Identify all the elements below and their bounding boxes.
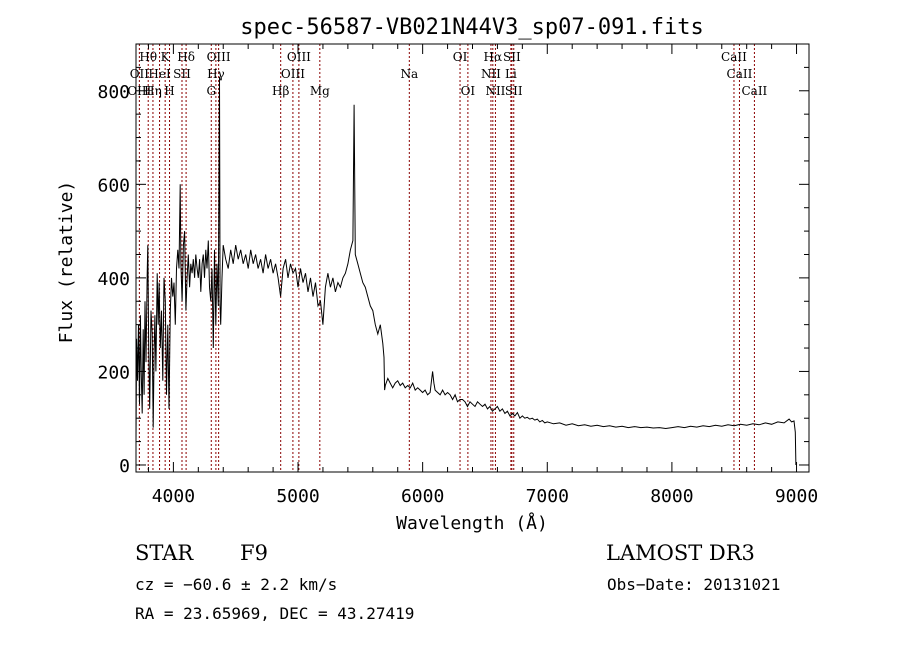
- x-tick-label: 8000: [650, 486, 693, 507]
- survey-name: LAMOST DR3: [606, 541, 755, 565]
- line-label: Na: [400, 67, 418, 81]
- line-label: SII: [173, 67, 191, 81]
- x-tick-label: 4000: [152, 486, 195, 507]
- line-label: Hδ: [177, 50, 195, 64]
- line-label: OIII: [207, 50, 231, 64]
- line-label: OII: [130, 67, 150, 81]
- x-tick-label: 9000: [775, 486, 818, 507]
- object-class: STAR: [135, 541, 194, 565]
- line-label: CaII: [721, 50, 747, 64]
- line-label: OIII: [281, 67, 305, 81]
- x-tick-label: 6000: [401, 486, 444, 507]
- line-label: NII: [485, 84, 505, 98]
- chart-title: spec-56587-VB021N44V3_sp07-091.fits: [240, 15, 704, 40]
- redshift-cz: cz = −60.6 ± 2.2 km/s: [135, 575, 338, 594]
- coordinates: RA = 23.65969, DEC = 43.27419: [135, 604, 415, 623]
- line-label: K: [161, 50, 171, 64]
- line-label: NII: [481, 67, 501, 81]
- object-subclass: F9: [240, 541, 268, 565]
- line-label: Hγ: [207, 67, 225, 81]
- y-axis-label: Flux (relative): [56, 181, 77, 344]
- y-tick-label: 400: [97, 269, 130, 290]
- x-tick-label: 7000: [526, 486, 569, 507]
- y-tick-label: 800: [97, 82, 130, 103]
- line-label: Hη: [144, 84, 162, 98]
- axis-ticks: 4000 5000 6000 7000 8000 9000 0 200 400 600 800: [97, 44, 818, 507]
- line-label: OI: [461, 84, 476, 98]
- spectral-line-markers: [138, 44, 755, 472]
- line-label: CaII: [727, 67, 753, 81]
- line-label: Li: [505, 67, 517, 81]
- line-label: Mg: [310, 84, 330, 98]
- observation-date: Obs−Date: 20131021: [607, 575, 781, 594]
- line-label: Hα: [484, 50, 503, 64]
- x-tick-label: 5000: [276, 486, 319, 507]
- line-label: HeI: [148, 67, 171, 81]
- line-label: SII: [503, 50, 521, 64]
- line-label: OIII: [287, 50, 311, 64]
- line-label: G: [206, 84, 216, 98]
- x-axis-label: Wavelength (Å): [396, 512, 548, 534]
- y-tick-label: 0: [119, 456, 130, 477]
- plot-frame: [135, 43, 810, 473]
- line-label: OI: [453, 50, 468, 64]
- line-label: Hβ: [272, 84, 289, 98]
- line-label: SII: [505, 84, 523, 98]
- line-label: H: [164, 84, 174, 98]
- line-label: Hθ: [139, 50, 157, 64]
- y-tick-label: 200: [97, 362, 130, 383]
- spectrum-series-line: [135, 76, 797, 466]
- y-tick-label: 600: [97, 175, 130, 196]
- line-label: CaII: [741, 84, 767, 98]
